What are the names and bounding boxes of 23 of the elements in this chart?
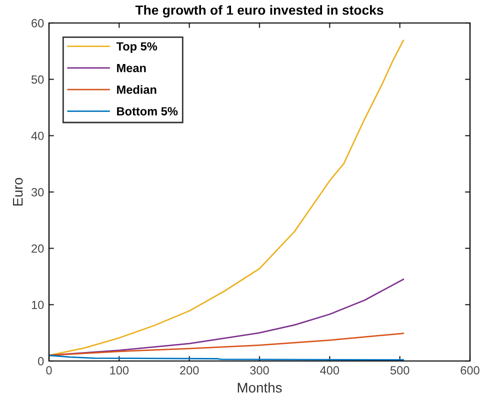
legend-label: Top 5%	[116, 42, 158, 53]
line-series	[49, 332, 404, 356]
line-series	[49, 40, 404, 356]
y-tick-label: 40	[31, 132, 44, 140]
x-tick-label: 0	[46, 366, 52, 375]
y-axis-title: Euro	[13, 178, 23, 206]
y-tick-label: 0	[38, 357, 44, 366]
x-tick-label: 100	[110, 366, 129, 375]
x-tick-label: 500	[390, 366, 410, 375]
y-tick-label: 20	[32, 244, 44, 253]
x-tick-label: 200	[180, 366, 199, 375]
x-tick-label: 600	[460, 366, 480, 375]
y-tick-label: 50	[31, 75, 44, 84]
legend-label: Mean	[117, 64, 146, 72]
chart-title: The growth of 1 euro invested in stocks	[135, 5, 384, 18]
y-tick-label: 60	[32, 19, 44, 28]
y-tick-label: 30	[31, 188, 44, 196]
y-tick-label: 10	[32, 300, 44, 310]
legend-label: Median	[117, 85, 156, 94]
x-tick-label: 300	[250, 366, 269, 375]
legend-label: Bottom 5%	[117, 107, 178, 116]
x-tick-label: 400	[320, 366, 340, 375]
x-axis-title: Months	[238, 382, 282, 393]
